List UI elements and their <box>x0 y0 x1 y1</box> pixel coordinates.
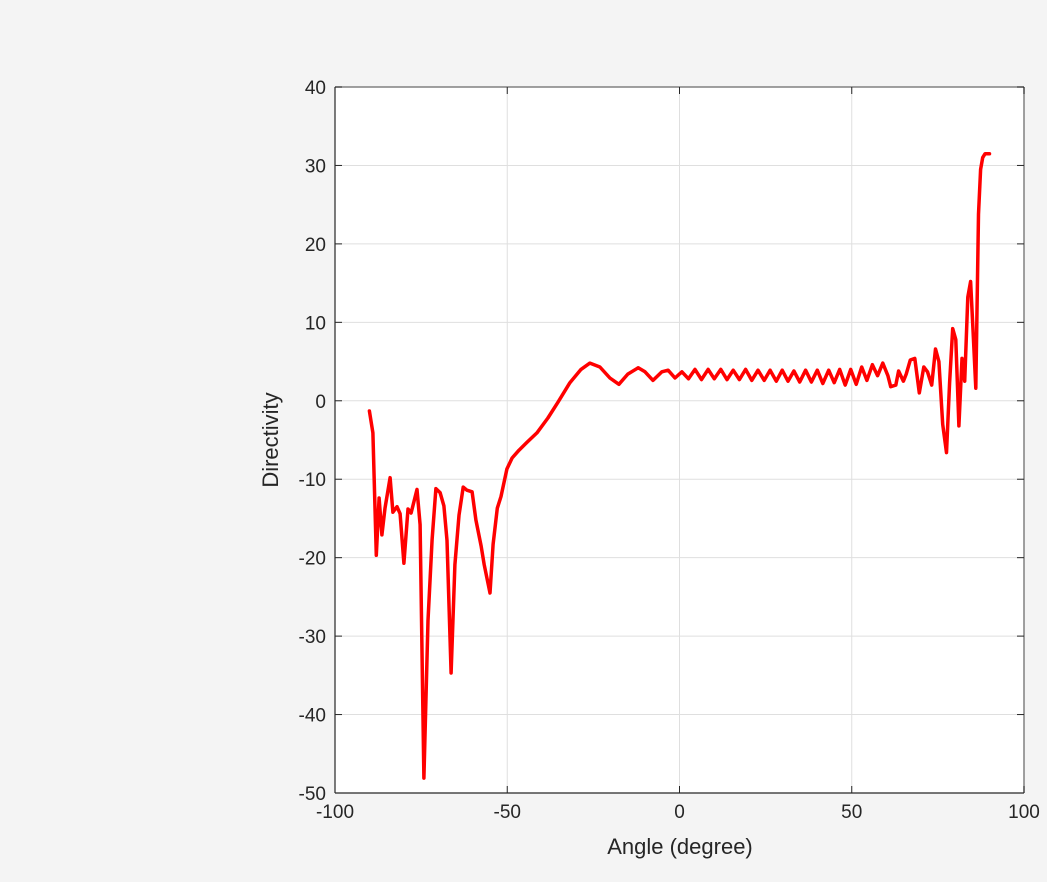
y-tick-label: -40 <box>299 706 326 727</box>
y-tick-label: 20 <box>305 235 326 256</box>
y-tick-label: 0 <box>315 392 326 413</box>
x-tick-label: -100 <box>316 802 354 823</box>
x-tick-label: 50 <box>841 802 862 823</box>
y-tick-label: -10 <box>299 470 326 491</box>
grid-lines <box>335 87 1024 793</box>
y-tick-label: 40 <box>305 78 326 99</box>
x-tick-label: -50 <box>494 802 521 823</box>
x-axis-label: Angle (degree) <box>607 834 753 859</box>
data-series <box>367 151 992 780</box>
y-tick-label: 10 <box>305 313 326 334</box>
x-axis-ticks: -100 -50 0 50 100 <box>316 87 1040 823</box>
x-tick-label: 0 <box>674 802 685 823</box>
y-tick-label: 30 <box>305 156 326 177</box>
series-line <box>367 151 992 780</box>
y-tick-label: -50 <box>299 784 326 805</box>
x-tick-label: 100 <box>1008 802 1040 823</box>
y-axis-label: Directivity <box>258 392 283 487</box>
y-axis-ticks: -50 -40 -30 -20 -10 0 10 20 30 40 <box>299 78 1024 805</box>
y-tick-label: -30 <box>299 627 326 648</box>
y-tick-label: -20 <box>299 549 326 570</box>
